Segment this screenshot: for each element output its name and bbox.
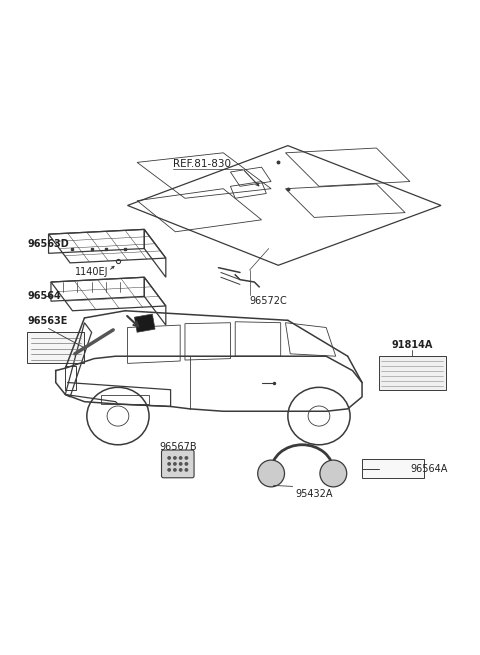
- Circle shape: [258, 460, 285, 487]
- Circle shape: [167, 462, 171, 466]
- Circle shape: [173, 468, 177, 472]
- Text: 96564: 96564: [27, 291, 61, 301]
- Text: 1140EJ: 1140EJ: [75, 267, 108, 278]
- Text: 95432A: 95432A: [295, 489, 333, 499]
- Circle shape: [184, 468, 188, 472]
- Bar: [65, 365, 76, 390]
- Text: REF.81-830: REF.81-830: [173, 159, 231, 168]
- Circle shape: [320, 460, 347, 487]
- Bar: [101, 396, 149, 404]
- Bar: [362, 459, 424, 478]
- Text: 91814A: 91814A: [392, 341, 433, 350]
- Bar: [134, 314, 155, 332]
- Circle shape: [179, 462, 182, 466]
- Circle shape: [173, 456, 177, 460]
- Bar: [379, 356, 446, 390]
- Text: 96572C: 96572C: [250, 297, 288, 307]
- FancyBboxPatch shape: [161, 450, 194, 477]
- Circle shape: [184, 462, 188, 466]
- Circle shape: [167, 468, 171, 472]
- Text: 96567B: 96567B: [159, 442, 197, 452]
- Text: 96563E: 96563E: [27, 316, 67, 326]
- Circle shape: [184, 456, 188, 460]
- Bar: [27, 332, 84, 364]
- Text: 96564A: 96564A: [411, 464, 448, 474]
- Circle shape: [173, 462, 177, 466]
- Circle shape: [179, 456, 182, 460]
- Circle shape: [167, 456, 171, 460]
- Circle shape: [179, 468, 182, 472]
- Text: 96563D: 96563D: [27, 238, 69, 249]
